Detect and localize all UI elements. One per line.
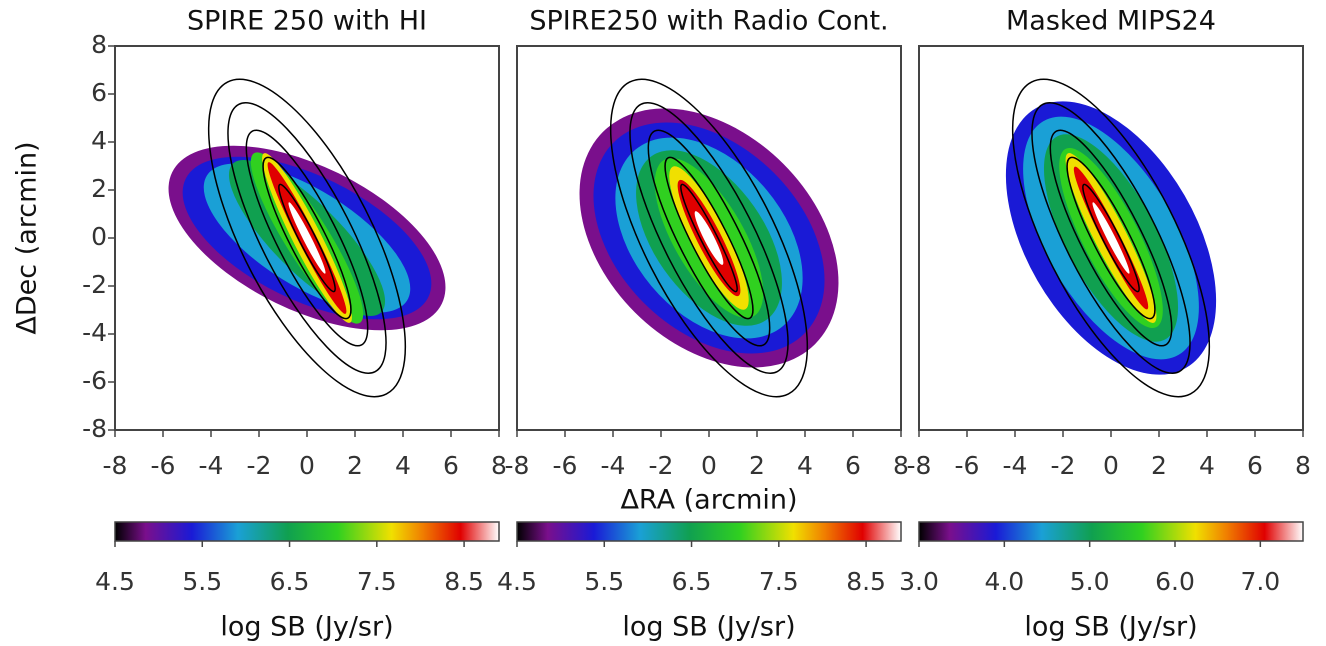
x-tick-label: -4 (199, 451, 224, 480)
contour (207, 78, 407, 398)
image (168, 78, 446, 398)
contour (227, 102, 387, 374)
x-tick-label: 2 (1151, 451, 1167, 480)
colorbar-tick-label: 7.5 (357, 567, 397, 596)
colorbar-tick-label: 5.5 (182, 567, 222, 596)
contour (278, 183, 336, 293)
contour (1066, 156, 1156, 320)
x-tick-label: -8 (907, 451, 932, 480)
x-tick-label: 6 (1247, 451, 1263, 480)
intensity-region (694, 211, 724, 265)
x-tick-label: 2 (347, 451, 363, 480)
colorbar-tick-label: 4.5 (95, 567, 135, 596)
intensity-region (1092, 202, 1130, 274)
panel-title: SPIRE250 with Radio Cont. (529, 6, 888, 37)
colorbar-label: log SB (Jy/sr) (220, 612, 393, 643)
colorbar (114, 521, 500, 542)
contour (629, 102, 789, 374)
contour (647, 129, 771, 347)
intensity-region (288, 202, 326, 274)
y-axis-label: ΔDec (arcmin) (12, 141, 43, 334)
y-tick-label: -6 (82, 366, 107, 395)
contour (1011, 78, 1211, 398)
colorbar-tick-label: 6.5 (270, 567, 310, 596)
contour (1031, 102, 1191, 374)
x-tick-label: -6 (955, 451, 980, 480)
contour (1049, 129, 1173, 347)
colorbar-tick-label: 6.5 (672, 567, 712, 596)
x-tick-label: -2 (649, 451, 674, 480)
contour (1082, 183, 1140, 293)
x-tick-label: 6 (845, 451, 861, 480)
x-tick-label: 6 (443, 451, 459, 480)
colorbar (918, 521, 1304, 542)
y-tick-label: 8 (91, 30, 107, 59)
contour (245, 129, 369, 347)
x-tick-label: 8 (893, 451, 909, 480)
contour (680, 183, 738, 293)
x-tick-label: 4 (1199, 451, 1215, 480)
image (1005, 78, 1217, 398)
x-tick-label: 8 (1295, 451, 1311, 480)
y-tick-label: 0 (91, 222, 107, 251)
colorbar-tick-label: 8.5 (846, 567, 886, 596)
colorbar-tick-label: 8.5 (444, 567, 484, 596)
contour (609, 78, 809, 398)
x-axis-label: ΔRA (arcmin) (620, 485, 797, 516)
colorbar-tick-label: 4.0 (984, 567, 1024, 596)
y-tick-label: -8 (82, 414, 107, 443)
colorbar (516, 521, 902, 542)
panel-title: Masked MIPS24 (1006, 6, 1216, 37)
x-tick-label: 0 (701, 451, 717, 480)
x-tick-label: 4 (395, 451, 411, 480)
x-tick-label: -4 (601, 451, 626, 480)
x-tick-label: -8 (103, 451, 128, 480)
x-tick-label: 0 (299, 451, 315, 480)
y-tick-label: 4 (91, 126, 107, 155)
x-tick-label: -8 (505, 451, 530, 480)
colorbar-tick-label: 7.0 (1240, 567, 1280, 596)
x-tick-label: 2 (749, 451, 765, 480)
colorbar-tick-label: 5.5 (584, 567, 624, 596)
x-tick-label: -4 (1003, 451, 1028, 480)
x-tick-label: 0 (1103, 451, 1119, 480)
x-tick-label: -6 (151, 451, 176, 480)
colorbar-label: log SB (Jy/sr) (1024, 612, 1197, 643)
y-tick-label: 6 (91, 78, 107, 107)
image (579, 78, 839, 398)
x-tick-label: -6 (553, 451, 578, 480)
y-tick-label: -2 (82, 270, 107, 299)
x-tick-label: -2 (247, 451, 272, 480)
y-tick-label: -4 (82, 318, 107, 347)
contour (262, 156, 352, 320)
colorbar-tick-label: 4.5 (497, 567, 537, 596)
colorbar-tick-label: 7.5 (759, 567, 799, 596)
colorbar-tick-label: 5.0 (1070, 567, 1110, 596)
x-tick-label: 8 (491, 451, 507, 480)
panel-title: SPIRE 250 with HI (187, 6, 427, 37)
x-tick-label: 4 (797, 451, 813, 480)
colorbar-tick-label: 3.0 (899, 567, 939, 596)
contour (664, 156, 754, 320)
y-tick-label: 2 (91, 174, 107, 203)
colorbar-tick-label: 6.0 (1155, 567, 1195, 596)
colorbar-label: log SB (Jy/sr) (622, 612, 795, 643)
x-tick-label: -2 (1051, 451, 1076, 480)
